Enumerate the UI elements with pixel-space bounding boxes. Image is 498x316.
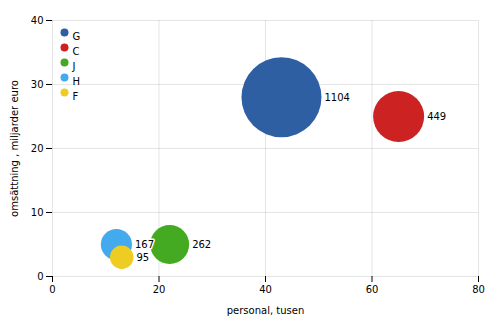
svg-text:F: F — [73, 91, 79, 102]
svg-text:30: 30 — [31, 79, 44, 90]
svg-text:omsättning , miljarder euro: omsättning , miljarder euro — [9, 80, 20, 217]
svg-text:40: 40 — [31, 15, 44, 26]
svg-text:60: 60 — [366, 284, 379, 295]
svg-text:G: G — [73, 31, 81, 42]
svg-text:20: 20 — [31, 143, 44, 154]
svg-text:J: J — [72, 61, 76, 72]
svg-text:0: 0 — [49, 284, 55, 295]
svg-text:449: 449 — [427, 111, 446, 122]
svg-text:167: 167 — [135, 239, 154, 250]
svg-text:80: 80 — [472, 284, 485, 295]
svg-text:H: H — [73, 76, 81, 87]
svg-text:C: C — [73, 46, 80, 57]
svg-text:95: 95 — [136, 251, 149, 262]
svg-text:1104: 1104 — [324, 92, 349, 103]
svg-text:20: 20 — [153, 284, 166, 295]
svg-text:40: 40 — [259, 284, 272, 295]
svg-text:262: 262 — [192, 239, 211, 250]
svg-text:10: 10 — [31, 207, 44, 218]
svg-text:personal, tusen: personal, tusen — [227, 305, 305, 316]
svg-text:0: 0 — [37, 271, 43, 282]
